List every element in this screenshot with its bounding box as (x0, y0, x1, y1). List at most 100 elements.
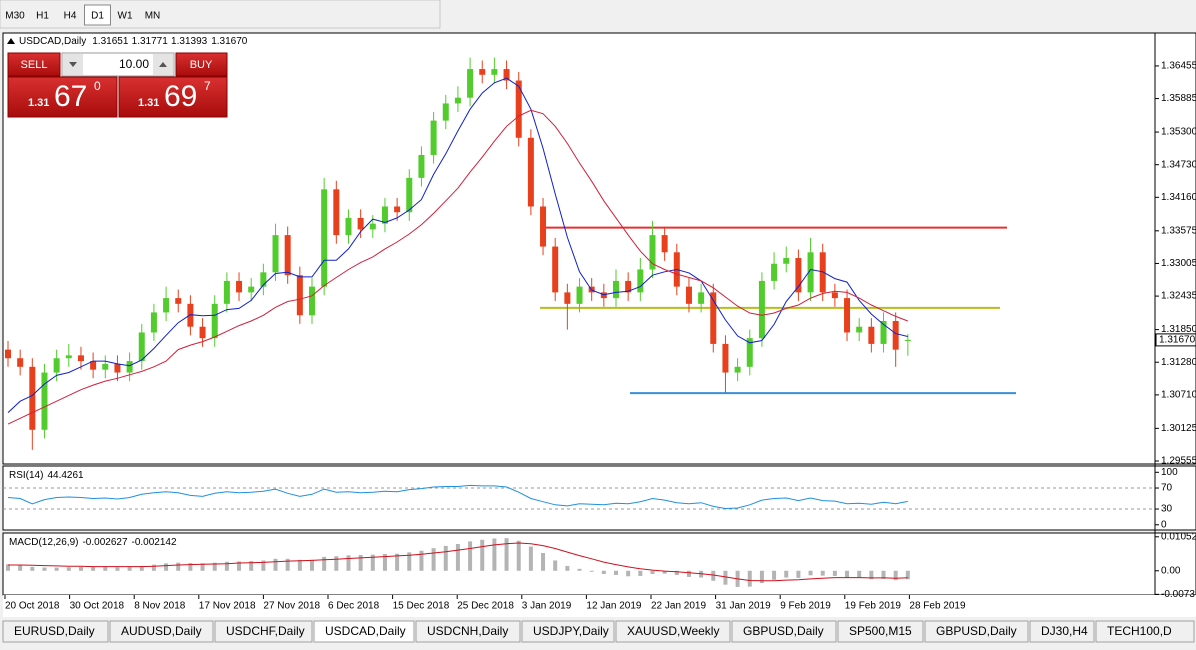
macd-bar (674, 570, 679, 575)
macd-bar (784, 570, 789, 578)
sell-price-box[interactable] (7, 76, 118, 118)
timeframe-button[interactable] (112, 5, 138, 25)
macd-bar (164, 563, 169, 571)
tab[interactable] (837, 620, 924, 643)
x-tick-label: 22 Jan 2019 (651, 601, 706, 612)
timeframe-button[interactable] (57, 5, 83, 25)
timeframe-button[interactable] (139, 5, 166, 25)
buy-price-box[interactable] (118, 76, 228, 118)
timeframe-button[interactable] (84, 4, 111, 26)
timeframe-label[interactable]: H4 (64, 11, 77, 22)
tab-label[interactable]: USDCHF,Daily (226, 624, 305, 638)
y-tick-label: 1.33005 (1161, 258, 1196, 269)
macd-bar (188, 563, 193, 571)
candle-body (29, 366, 36, 430)
candle-body (503, 69, 510, 81)
macd-bar (54, 567, 59, 571)
timeframe-label[interactable]: W1 (118, 11, 133, 22)
tab-label[interactable]: GBPUSD,Daily (936, 624, 1017, 638)
lot-input[interactable] (61, 52, 175, 77)
candle-body (53, 358, 60, 373)
candle-body (223, 280, 230, 304)
macd-bar (492, 538, 497, 571)
timeframe-button[interactable] (29, 5, 56, 25)
tab-label[interactable]: USDCNH,Daily (427, 624, 508, 638)
timeframe-label[interactable]: MN (145, 11, 161, 22)
tab-label[interactable]: DJ30,H4 (1041, 624, 1088, 638)
macd-bar (832, 570, 837, 576)
tab-label[interactable]: SP500,M15 (849, 624, 912, 638)
candle-body (758, 280, 765, 339)
macd-bar (346, 555, 351, 571)
candle-body (175, 298, 182, 304)
lot-value[interactable]: 10.00 (119, 57, 149, 71)
candle-body (540, 206, 547, 247)
macd-bar (370, 554, 375, 571)
tab-label[interactable]: USDCAD,Daily (325, 624, 406, 638)
tab-label[interactable]: AUDUSD,Daily (121, 624, 202, 638)
macd-bar (772, 570, 777, 580)
candle-body (844, 298, 851, 333)
tab[interactable] (615, 620, 731, 643)
tab-label[interactable]: GBPUSD,Daily (743, 624, 824, 638)
macd-bar (407, 552, 412, 571)
macd-bar (504, 538, 509, 571)
timeframe-label[interactable]: H1 (36, 11, 49, 22)
macd-header: MACD(12,26,9) -0.002627 -0.002142 (9, 537, 177, 548)
y-tick-label: 1.34730 (1161, 159, 1196, 170)
macd-bar (18, 564, 23, 571)
macd-bar (261, 560, 266, 571)
sell-button[interactable] (7, 52, 61, 77)
candle-body (576, 286, 583, 304)
rsi-header: RSI(14) 44.4261 (9, 470, 84, 481)
candle-body (710, 292, 717, 344)
tab[interactable] (2, 620, 109, 643)
tab[interactable] (731, 620, 837, 643)
macd-bar (468, 541, 473, 571)
macd-bar (516, 540, 521, 571)
macd-bar (431, 548, 436, 571)
close: 1.31670 (211, 36, 248, 47)
timeframe-label[interactable]: D1 (91, 11, 104, 22)
tab[interactable] (415, 620, 521, 643)
macd-bar (66, 567, 71, 571)
tab[interactable] (214, 620, 313, 643)
macd-bar (78, 566, 83, 571)
x-tick-label: 31 Jan 2019 (716, 601, 771, 612)
buy-button[interactable] (175, 52, 228, 77)
tab[interactable] (109, 620, 214, 643)
candle-body (831, 292, 838, 299)
candle-body (369, 223, 376, 230)
x-tick-label: 6 Dec 2018 (328, 601, 380, 612)
candle-body (807, 252, 814, 293)
tab[interactable] (924, 620, 1029, 643)
timeframe-button[interactable] (2, 5, 28, 25)
tab[interactable] (1095, 620, 1195, 643)
timeframe-label[interactable]: M30 (5, 11, 25, 22)
macd-bar (334, 556, 339, 571)
price-marker (1155, 333, 1196, 347)
x-tick-label: 3 Jan 2019 (522, 601, 572, 612)
tab-label[interactable]: USDJPY,Daily (533, 624, 609, 638)
candle-body (783, 258, 790, 264)
symbol: USDCAD,Daily (19, 36, 86, 47)
candle-body (892, 321, 899, 350)
tab-label[interactable]: TECH100,D (1107, 624, 1172, 638)
macd-bar (759, 570, 764, 584)
tab-label[interactable]: XAUUSD,Weekly (627, 624, 719, 638)
y-tick-label: 1.32435 (1161, 291, 1196, 302)
candle-body (613, 280, 619, 299)
tab[interactable] (521, 620, 615, 643)
tab-label[interactable]: EURUSD,Daily (14, 624, 95, 638)
candle-body (357, 217, 364, 230)
tab[interactable] (313, 620, 415, 643)
buy-label[interactable]: BUY (190, 59, 213, 71)
macd-bar (103, 566, 108, 571)
tab[interactable] (1029, 620, 1095, 643)
sell-label[interactable]: SELL (21, 59, 48, 71)
candle-body (418, 154, 425, 178)
sell-price-point: 0 (94, 79, 101, 93)
macd-bar (589, 570, 594, 572)
candle-body (77, 355, 84, 362)
